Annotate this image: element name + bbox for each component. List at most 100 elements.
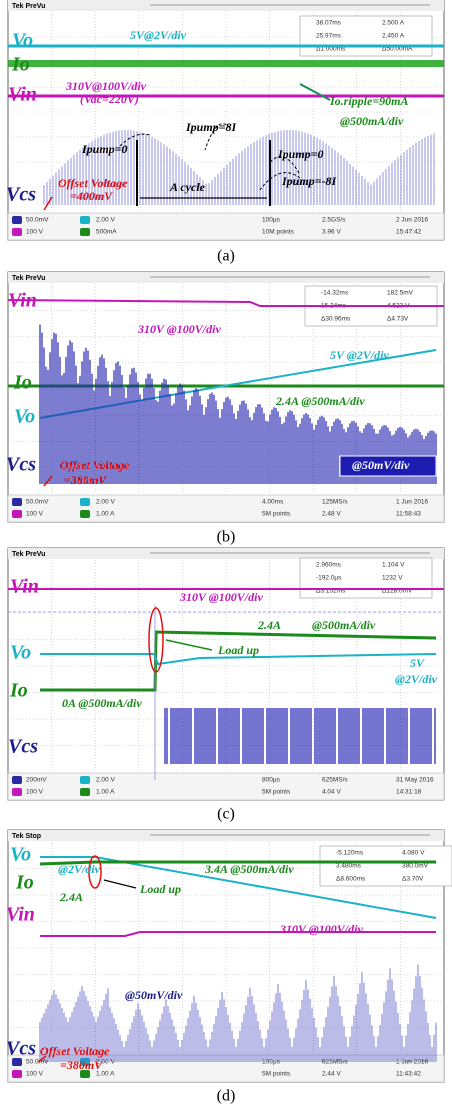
channel-badge (12, 228, 22, 236)
readout-text: 3.480ms (336, 863, 362, 870)
status-text: 4.00ms (262, 499, 284, 506)
channel-label: Vcs (6, 184, 36, 206)
readout-text: 38.07ms (316, 20, 342, 27)
status-text: 11:58:43 (396, 511, 421, 518)
readout-text: Δ1.000ms (316, 46, 346, 53)
channel-label: Vcs (6, 1038, 36, 1060)
annotation: Offset Voltage (60, 458, 130, 472)
scope-header: Tek PreVu (12, 3, 45, 10)
status-text: 4.04 V (322, 789, 341, 796)
readout-text: 2.500 A (382, 20, 405, 27)
status-text: 2.00 V (96, 499, 115, 506)
status-text: 2.00 V (96, 217, 115, 224)
scope-header: Tek PreVu (12, 551, 45, 558)
pointer-arrow (43, 475, 53, 487)
status-bar (7, 494, 445, 523)
readout-text: -14.32ms (321, 290, 349, 297)
status-text: 2.48 V (322, 511, 341, 518)
panel-caption: (b) (217, 529, 236, 546)
channel-label: Io (13, 372, 32, 394)
pump-arrow (259, 172, 301, 191)
annotation: Ipump=8I (185, 120, 238, 134)
status-text: 625MS/s (322, 777, 348, 784)
annotation: Ipump=-8I (281, 174, 338, 188)
annotation: Load up (217, 643, 259, 657)
channel-badge (12, 216, 22, 224)
readout-text: 4.080 V (402, 850, 425, 857)
channel-label: Vcs (6, 454, 36, 476)
readout-text: Δ3.70V (402, 876, 424, 883)
annotation: 310V@100V/div (65, 79, 147, 93)
status-text: 31 May 2016 (396, 777, 434, 784)
vo-trace (39, 349, 437, 419)
readout-text: 2.960ms (316, 562, 342, 569)
scope-header: Tek Stop (12, 833, 41, 840)
annotation: @50mV/div (352, 458, 410, 472)
pointer-arrow (299, 83, 331, 101)
status-text: 125MS/s (322, 499, 348, 506)
status-text: 1.00 A (96, 1071, 115, 1078)
status-text: 100 V (26, 1071, 44, 1078)
channel-label: Vin (10, 576, 39, 598)
annotation: 3.4A @500mA/div (204, 862, 294, 876)
status-text: 100 V (26, 511, 44, 518)
channel-badge (80, 510, 90, 518)
channel-badge (12, 1070, 22, 1078)
status-text: 2 Jun 2016 (396, 217, 429, 224)
channel-badge (12, 1058, 22, 1066)
status-text: 2.44 V (322, 1071, 341, 1078)
annotation: Offset Voltage (40, 1044, 110, 1058)
channel-badge (80, 1070, 90, 1078)
channel-label: Vin (8, 290, 37, 312)
annotation: Load up (139, 882, 181, 896)
channel-badge (12, 510, 22, 518)
annotation: =380mV (60, 1058, 103, 1072)
readout-text: 25.97ms (316, 33, 342, 40)
readout-text: Δ30.96ms (321, 316, 351, 323)
annotation: 310V @100V/div (279, 922, 363, 936)
annotation: @2V/div (58, 862, 101, 876)
annotation: @50mV/div (125, 988, 183, 1002)
channel-label: Vo (14, 406, 35, 428)
annotation: @500mA/div (340, 114, 404, 128)
vin-trace (7, 299, 444, 307)
status-text: 100µs (262, 1059, 281, 1066)
readout-text: 380.0mV (402, 863, 429, 870)
status-text: 1.00 A (96, 511, 115, 518)
scale-box (339, 455, 437, 477)
pump-arrow (269, 156, 301, 176)
cursor-readout (299, 557, 433, 599)
highlight-ellipse (88, 855, 102, 889)
pump-arrow (119, 133, 151, 147)
status-text: 2.00 V (96, 1059, 115, 1066)
readout-text: -192.0µs (316, 575, 342, 582)
status-text: 1.00 A (96, 789, 115, 796)
status-text: 100µs (262, 217, 281, 224)
annotation: 5V @2V/div (330, 348, 389, 362)
channel-badge (80, 216, 90, 224)
vo-trace (40, 653, 437, 666)
annotation: 2.4A (257, 618, 281, 632)
panel-caption: (c) (217, 806, 235, 823)
pump-arrow (204, 123, 231, 151)
annotation: Ipump=0 (81, 142, 128, 156)
annotation: Io.ripple=90mA (329, 94, 409, 108)
status-text: 50.0mV (26, 1059, 49, 1066)
annotation: Ipump=0 (277, 147, 324, 161)
pointer-arrow (103, 879, 137, 889)
io-trace (39, 860, 436, 866)
channel-label: Vo (10, 642, 31, 664)
status-text: 50.0mV (26, 499, 49, 506)
cursor-readout (319, 845, 452, 887)
status-text: 3.96 V (322, 229, 341, 236)
status-text: 625MS/s (322, 1059, 348, 1066)
annotation: 2.4A (59, 890, 83, 904)
channel-label: Io (9, 680, 28, 702)
readout-text: 2.450 A (382, 33, 405, 40)
status-text: 2.00 V (96, 777, 115, 784)
channel-label: Io (15, 872, 34, 894)
channel-badge (12, 498, 22, 506)
readout-text: Δ50.00mA (382, 46, 413, 53)
io-trace (8, 60, 444, 67)
